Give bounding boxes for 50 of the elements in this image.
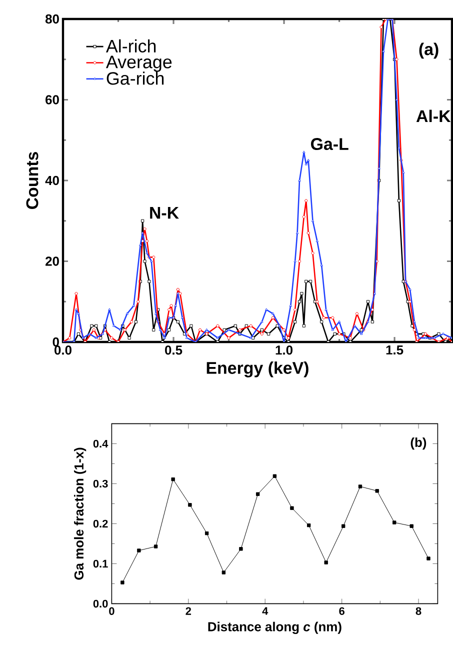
y-tick-label: 0.1 (93, 560, 108, 568)
point (188, 503, 192, 507)
x-tick-label: 2 (186, 607, 191, 615)
point (137, 548, 141, 552)
y-axis-title: Ga mole fraction (1-x) (74, 448, 86, 580)
y-tick-label: 0.4 (93, 440, 108, 448)
y-tick-label: 0.0 (93, 600, 108, 608)
point (171, 477, 175, 482)
x-tick-label: 1.5 (386, 346, 404, 355)
x-axis-title: Distance along c (nm) (208, 622, 342, 634)
x-tick-label: 0.0 (54, 346, 72, 355)
point (290, 506, 294, 510)
x-tick-label: 6 (339, 607, 344, 615)
y-axis-title: Counts (26, 152, 38, 209)
point (375, 489, 379, 493)
point (154, 544, 158, 548)
x-tick-label: 4 (262, 607, 268, 615)
point (120, 580, 124, 584)
y-tick-label: 40 (45, 176, 59, 186)
x-tick-label: 1.0 (276, 346, 292, 355)
annotation: Al-K (416, 110, 451, 122)
point (239, 547, 243, 551)
point (204, 531, 209, 536)
point (410, 524, 414, 528)
point (358, 484, 362, 488)
y-tick-label: 0 (52, 337, 59, 347)
point (426, 556, 430, 560)
legend-label: Average (106, 56, 172, 72)
legend-label: Ga-rich (106, 72, 164, 85)
annotation: Ga-L (310, 138, 348, 150)
y-tick-label: 20 (45, 256, 59, 266)
annotation: (b) (410, 437, 426, 450)
y-tick-label: 80 (45, 14, 59, 24)
point (222, 570, 226, 574)
y-tick-label: 0.3 (93, 480, 108, 488)
y-tick-label: 60 (45, 95, 59, 104)
x-tick-label: 8 (416, 607, 422, 615)
point (306, 523, 311, 528)
x-axis-title: Energy (keV) (206, 362, 308, 378)
point (272, 474, 276, 478)
x-tick-label: 0.5 (164, 346, 182, 355)
point (324, 560, 328, 564)
point (341, 524, 346, 528)
y-tick-label: 0.2 (93, 520, 108, 528)
annotation: N-K (150, 207, 179, 219)
x-tick-label: 0 (109, 607, 114, 615)
point (256, 492, 260, 496)
point (392, 520, 396, 524)
annotation: (a) (419, 42, 438, 59)
legend-label: Al-rich (106, 39, 156, 52)
